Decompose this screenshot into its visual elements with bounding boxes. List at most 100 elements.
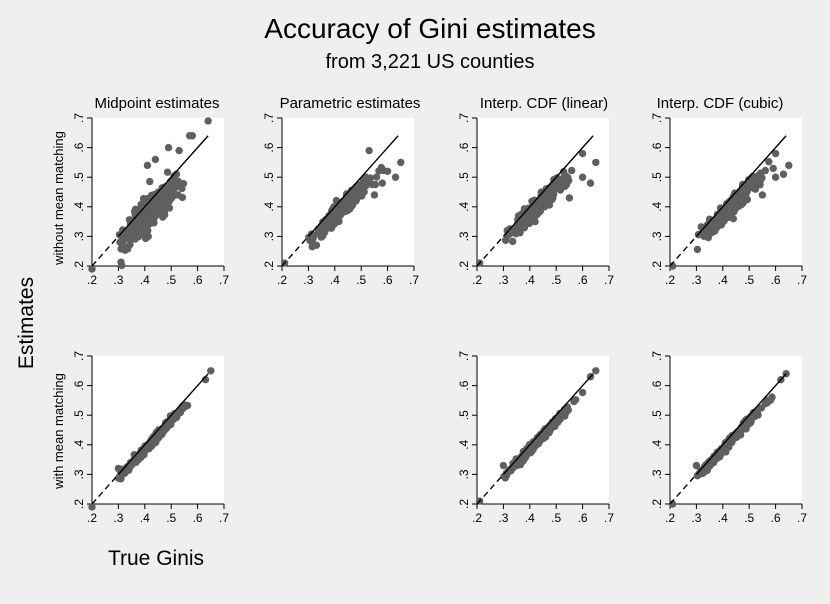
x-tick-label: .4 <box>140 511 150 525</box>
outlier-point <box>499 461 508 470</box>
data-point <box>563 403 571 411</box>
y-tick-label: .2 <box>72 261 86 271</box>
x-tick-label: .5 <box>551 511 561 525</box>
data-point <box>524 210 532 219</box>
y-tick-label: .6 <box>72 142 86 152</box>
y-tick-label: .6 <box>457 380 471 390</box>
data-point <box>128 230 136 239</box>
y-tick-label: .3 <box>650 469 664 479</box>
outlier-point <box>207 367 215 375</box>
y-tick-label: .5 <box>262 172 276 182</box>
data-point <box>524 218 532 226</box>
panel-3: Interp. CDF (linear) .2 .3 .4 .5 .6 .7 .2 .3 .4 .5… <box>457 95 614 287</box>
figure-subtitle: from 3,221 US counties <box>326 51 535 73</box>
outlier-point <box>164 143 173 152</box>
data-point <box>160 211 169 219</box>
data-point <box>545 193 553 201</box>
data-point <box>161 191 170 199</box>
reference-line <box>117 135 209 237</box>
data-point <box>163 168 172 176</box>
outlier-point <box>88 503 96 511</box>
outlier-point <box>779 170 788 178</box>
x-tick-label: .7 <box>797 511 807 525</box>
row-label-without: without mean matching <box>51 131 66 266</box>
data-point <box>372 173 381 181</box>
data-point <box>172 411 181 419</box>
panel-title: Interp. CDF (linear) <box>480 95 608 112</box>
outlier-point <box>771 173 780 181</box>
data-point <box>125 216 134 224</box>
y-tick-label: .7 <box>457 351 471 361</box>
data-point <box>118 261 126 270</box>
x-tick-label: .5 <box>166 273 176 287</box>
outlier-point <box>378 179 387 187</box>
outlier-point <box>531 217 539 226</box>
data-point <box>736 425 744 434</box>
data-point <box>704 233 713 242</box>
y-tick-label: .3 <box>650 231 664 241</box>
data-point <box>709 458 718 467</box>
data-point <box>145 442 154 451</box>
scatter-points <box>88 367 215 511</box>
data-point <box>567 166 576 175</box>
panel-1: Midpoint estimates .2 .3 .4 .5 .6 .7 .2 .3 .4 .5 .6… <box>72 95 229 287</box>
x-tick-label: .3 <box>113 511 123 525</box>
outlier-point <box>586 179 595 187</box>
reference-line-dashed <box>91 235 119 267</box>
data-point <box>735 202 743 210</box>
x-tick-label: .7 <box>604 511 614 525</box>
outlier-point <box>592 158 600 167</box>
x-tick-label: .6 <box>193 511 203 525</box>
data-point <box>535 198 544 207</box>
data-point <box>366 174 375 182</box>
y-tick-label: .5 <box>650 410 664 420</box>
data-point <box>555 412 563 420</box>
data-point <box>541 198 549 207</box>
panel-7: .2 .3 .4 .5 .6 .7 .2 .3 .4 .5 .6 .7 <box>650 351 807 525</box>
y-tick-label: .4 <box>457 201 471 211</box>
panel-5: .2 .3 .4 .5 .6 .7 .2 .3 .4 .5 .6 .7 <box>72 351 229 525</box>
data-point <box>724 210 733 219</box>
y-tick-label: .7 <box>650 113 664 123</box>
data-point <box>765 158 773 166</box>
data-point <box>357 188 365 196</box>
x-tick-label: .4 <box>525 511 535 525</box>
data-point <box>508 237 517 246</box>
y-tick-label: .3 <box>262 231 276 241</box>
outlier-point <box>758 191 767 199</box>
data-point <box>153 199 161 207</box>
x-tick-label: .3 <box>691 511 701 525</box>
data-point <box>319 224 327 232</box>
y-tick-label: .3 <box>72 231 86 241</box>
data-point <box>174 191 182 199</box>
data-point <box>715 217 724 226</box>
reference-line <box>502 373 594 475</box>
data-point <box>709 223 718 232</box>
outlier-point <box>151 155 160 164</box>
x-tick-label: .6 <box>578 273 588 287</box>
reference-line <box>117 373 209 475</box>
y-tick-label: .5 <box>457 410 471 420</box>
x-tick-label: .5 <box>744 273 754 287</box>
y-tick-label: .4 <box>650 439 664 449</box>
data-point <box>145 210 153 218</box>
x-tick-label: .4 <box>140 273 150 287</box>
outlier-point <box>114 464 123 473</box>
y-tick-label: .2 <box>650 499 664 509</box>
data-point <box>343 206 351 214</box>
outlier-point <box>188 132 197 140</box>
reference-line-dashed <box>476 473 504 505</box>
data-point <box>117 245 125 253</box>
data-point <box>556 176 564 185</box>
reference-line-dashed <box>91 473 119 505</box>
outlier-point <box>204 117 212 125</box>
reference-line-dashed <box>669 235 697 267</box>
y-tick-label: .3 <box>457 231 471 241</box>
x-tick-label: .2 <box>665 273 675 287</box>
y-tick-label: .4 <box>650 201 664 211</box>
x-tick-label: .2 <box>472 511 482 525</box>
x-tick-label: .6 <box>383 273 393 287</box>
y-tick-label: .2 <box>72 499 86 509</box>
y-tick-label: .4 <box>457 439 471 449</box>
